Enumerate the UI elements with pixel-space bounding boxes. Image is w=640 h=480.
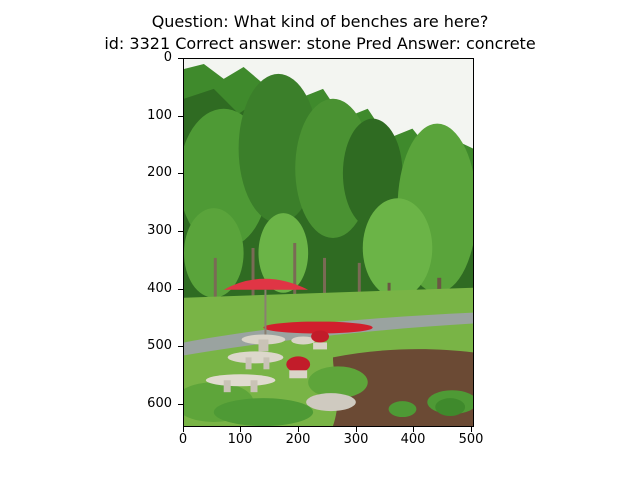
y-tick-mark [178,346,183,347]
x-tick-label: 300 [343,432,369,447]
x-tick-mark [298,427,299,432]
x-tick-mark [413,427,414,432]
image-axes [183,58,474,427]
y-tick-label: 500 [147,338,172,353]
y-tick-label: 600 [147,396,172,411]
y-tick-mark [178,58,183,59]
x-tick-label: 100 [227,432,253,447]
x-tick-mark [240,427,241,432]
x-tick-label: 0 [178,432,188,447]
y-tick-label: 300 [147,223,172,238]
x-tick-label: 200 [285,432,311,447]
x-tick-label: 500 [458,432,484,447]
figure-title-answers: id: 3321 Correct answer: stone Pred Answ… [104,34,536,53]
y-tick-label: 200 [147,165,172,180]
y-tick-label: 0 [163,50,172,65]
x-tick-mark [356,427,357,432]
x-tick-mark [471,427,472,432]
y-tick-label: 400 [147,281,172,296]
y-tick-mark [178,404,183,405]
y-tick-mark [178,116,183,117]
x-tick-label: 400 [400,432,426,447]
y-tick-label: 100 [147,108,172,123]
figure-title-question: Question: What kind of benches are here? [151,12,489,31]
park-photo-icon [184,59,473,426]
x-tick-mark [183,427,184,432]
y-tick-mark [178,231,183,232]
y-tick-mark [178,173,183,174]
y-tick-mark [178,289,183,290]
